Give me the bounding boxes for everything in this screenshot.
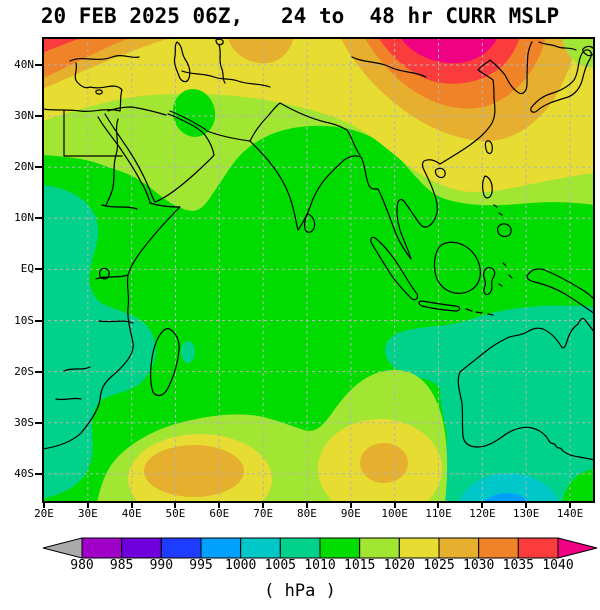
x-axis-tick-label: 70E bbox=[253, 507, 274, 520]
pressure-map bbox=[42, 37, 595, 503]
colorbar-tick-label: 1000 bbox=[225, 558, 257, 573]
chart-title: 20 FEB 2025 06Z, 24 to 48 hr CURR MSLP bbox=[40, 4, 560, 28]
field-1005-1010-australia bbox=[385, 305, 595, 503]
map-panel bbox=[42, 37, 595, 503]
colorbar-segment bbox=[81, 537, 123, 559]
x-axis-tick bbox=[349, 503, 352, 508]
x-axis-tick bbox=[43, 503, 45, 508]
map-frame bbox=[42, 37, 595, 503]
colorbar-segment bbox=[398, 537, 440, 559]
x-axis-tick-label: 60E bbox=[209, 507, 230, 520]
field-high-west-core-1025-1030 bbox=[144, 445, 244, 497]
coastline-africa-mideast bbox=[42, 38, 251, 450]
y-axis-tick bbox=[35, 370, 42, 373]
x-axis-tick-label: 50E bbox=[165, 507, 186, 520]
colorbar-segment bbox=[359, 537, 400, 559]
y-axis-tick bbox=[35, 472, 42, 475]
colorbar-segment bbox=[121, 537, 162, 559]
colorbar-segment bbox=[438, 537, 480, 559]
x-axis-tick bbox=[393, 503, 396, 508]
x-axis-tick bbox=[86, 503, 89, 508]
field-low-ring-1000-1005 bbox=[458, 473, 560, 503]
y-axis-tick bbox=[35, 421, 42, 424]
field-1005-1010-madagascar bbox=[181, 341, 195, 363]
x-axis-tick-label: 130E bbox=[512, 507, 540, 520]
colorbar-segment bbox=[160, 537, 202, 559]
y-axis-tick-label: 30N bbox=[14, 109, 34, 123]
x-axis-tick bbox=[481, 503, 484, 508]
x-axis-tick-label: 40E bbox=[121, 507, 142, 520]
x-axis-tick bbox=[218, 503, 221, 508]
field-1025-1030-centralasia bbox=[228, 37, 294, 64]
y-axis-tick bbox=[35, 268, 42, 271]
colorbar-tick-label: 1025 bbox=[423, 558, 455, 573]
field-1035-1040-northwest bbox=[42, 37, 84, 53]
y-axis-tick bbox=[35, 64, 42, 66]
coastline-south-asia bbox=[249, 41, 595, 260]
x-axis-tick-label: 90E bbox=[340, 507, 361, 520]
y-axis-tick bbox=[35, 319, 42, 322]
x-axis-tick bbox=[130, 503, 133, 508]
y-axis-tick-label: 10N bbox=[14, 211, 34, 225]
colorbar-segment bbox=[279, 537, 321, 559]
colorbar bbox=[42, 537, 598, 559]
colorbar-tick-label: 1020 bbox=[383, 558, 415, 573]
x-axis-tick bbox=[437, 503, 440, 508]
y-axis-tick bbox=[35, 166, 42, 169]
x-axis-tick-label: 120E bbox=[469, 507, 496, 520]
y-axis-tick-label: 20N bbox=[14, 160, 34, 174]
coastlines bbox=[42, 38, 595, 461]
y-axis-tick bbox=[35, 115, 42, 118]
colorbar-tick-label: 990 bbox=[149, 558, 174, 573]
x-axis-tick-label: 140E bbox=[556, 507, 584, 520]
field-green-iran-pocket bbox=[172, 89, 216, 137]
gridlines bbox=[42, 37, 595, 503]
x-axis-tick-label: 30E bbox=[77, 507, 98, 520]
x-axis-tick bbox=[174, 503, 177, 508]
x-axis-tick bbox=[568, 503, 571, 508]
y-axis-tick-label: 40S bbox=[14, 466, 34, 480]
colorbar-arrow-left bbox=[42, 537, 83, 559]
field-high-core-over-1040 bbox=[400, 37, 498, 64]
x-axis-tick-label: 100E bbox=[381, 507, 408, 520]
field-low-ring-995-1000 bbox=[482, 493, 532, 503]
colorbar-tick-label: 1015 bbox=[344, 558, 376, 573]
y-axis-tick-label: 30S bbox=[14, 415, 34, 429]
colorbar-arrow-right bbox=[557, 537, 598, 559]
y-axis-tick-label: 40N bbox=[14, 58, 34, 71]
coastline-maritime-australia bbox=[370, 175, 595, 461]
colorbar-tick-label: 995 bbox=[189, 558, 213, 573]
colorbar-tick-label: 985 bbox=[109, 558, 134, 573]
x-axis-tick-label: 110E bbox=[425, 507, 452, 520]
borders-africa-asia bbox=[55, 44, 427, 401]
colorbar-tick-label: 980 bbox=[70, 558, 94, 573]
colorbar-tick-label: 1035 bbox=[502, 558, 534, 573]
colorbar-segment bbox=[200, 537, 242, 559]
colorbar-segment bbox=[319, 537, 361, 559]
y-axis-tick-label: EQ bbox=[20, 262, 34, 276]
colorbar-segment bbox=[240, 537, 281, 559]
x-axis-tick-label: 80E bbox=[297, 507, 317, 520]
x-axis-tick bbox=[305, 503, 308, 508]
colorbar-segment bbox=[517, 537, 559, 559]
x-axis-tick-label: 20E bbox=[34, 507, 54, 520]
x-axis-tick bbox=[262, 503, 265, 508]
y-axis-tick-label: 10S bbox=[14, 313, 34, 327]
colorbar-tick-label: 1040 bbox=[542, 558, 574, 573]
x-axis-tick bbox=[525, 503, 528, 508]
colorbar-tick-label: 1005 bbox=[264, 558, 296, 573]
field-1030-1035-northwest bbox=[42, 37, 134, 79]
colorbar-tick-label: 1030 bbox=[463, 558, 495, 573]
y-axis-tick-label: 20S bbox=[14, 364, 34, 378]
colorbar-units-label: ( hPa ) bbox=[264, 581, 336, 601]
colorbar-tick-label: 1010 bbox=[304, 558, 336, 573]
colorbar-segment bbox=[478, 537, 519, 559]
y-axis-tick bbox=[35, 217, 42, 220]
field-1005-1010-africa bbox=[42, 185, 156, 499]
field-high-east-core-1025-1030 bbox=[360, 443, 408, 483]
